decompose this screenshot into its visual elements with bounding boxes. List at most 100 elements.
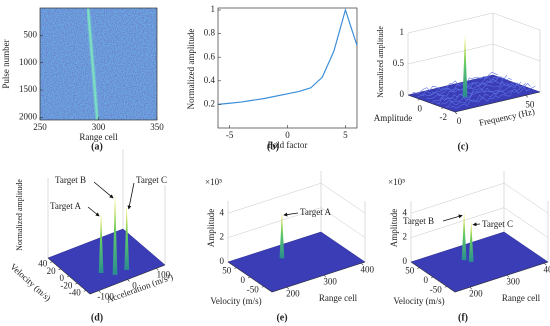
surface-noise [412, 71, 498, 95]
peak [112, 194, 118, 275]
surface-noise [426, 77, 512, 99]
y-tick-label: 0 [60, 273, 65, 283]
grid-line [407, 43, 541, 65]
x-tick [454, 111, 458, 115]
y-tick [430, 276, 434, 279]
x-tick-label: 50 [525, 99, 535, 109]
x-tick [127, 279, 130, 282]
peak [124, 205, 130, 270]
z-axis-label: Normalized amplitude [15, 179, 24, 251]
y-tick-label: 1000 [19, 57, 38, 67]
axis-scale-label: ×10⁵ [388, 177, 405, 187]
peak [279, 212, 285, 259]
grid-line [227, 182, 366, 214]
surface-noise [436, 82, 522, 105]
surface-noise [417, 76, 503, 98]
line [217, 7, 358, 105]
heatmap-noise [40, 8, 157, 120]
y-tick [234, 267, 237, 269]
y-tick-label: 0 [241, 275, 246, 285]
x-tick-label: 100 [157, 269, 171, 279]
grid-line [227, 207, 366, 238]
x-tick-label: 300 [506, 276, 520, 286]
panel-label: (c) [457, 141, 468, 152]
x-tick [544, 262, 547, 266]
z-tick-label: 4 [403, 207, 408, 217]
y-tick [83, 290, 86, 292]
x-axis-label: Range cell [79, 132, 118, 142]
peak [468, 221, 474, 262]
annotation-arrow [472, 222, 481, 227]
z-tick-label: 0 [403, 256, 408, 266]
surface-floor [407, 74, 541, 113]
annotation: Target A [50, 201, 81, 211]
y-tick-label: -40 [69, 287, 81, 297]
y-axis-label: Velocity (m/s) [210, 296, 261, 306]
y-tick [66, 275, 70, 278]
annotation-arrow [283, 212, 299, 217]
y-tick-label: -50 [247, 284, 259, 294]
y-tick-label: -2 [440, 112, 448, 122]
peak [461, 212, 467, 261]
surface-noise [450, 85, 536, 109]
x-tick-label: 350 [150, 122, 164, 132]
axis-line [47, 257, 166, 295]
x-axis-label: Fold factor [268, 140, 308, 150]
annotation-arrow [127, 182, 135, 210]
panel-label: (e) [276, 312, 287, 323]
y-tick-label: -50 [430, 284, 442, 294]
x-tick [323, 274, 327, 278]
surface-floor [227, 231, 366, 293]
axis-line [227, 261, 366, 293]
x-tick-label: 200 [469, 288, 483, 298]
panel-label: (a) [91, 141, 103, 152]
x-tick-label: 200 [286, 288, 300, 298]
annotation-arrow [87, 206, 100, 217]
grid-line [410, 182, 549, 214]
plot-frame [217, 7, 358, 129]
grid-line [407, 12, 541, 34]
y-axis-label: Velocity (m/s) [393, 296, 444, 306]
x-tick [361, 262, 364, 266]
y-tick [417, 267, 420, 269]
x-tick-label: 400 [361, 264, 375, 274]
y-tick-label: 2000 [19, 111, 38, 121]
x-tick-label: -5 [226, 130, 234, 140]
z-tick-label: 0 [400, 89, 405, 99]
x-axis-label: Range cell [502, 293, 541, 303]
y-tick-label: 0 [424, 275, 429, 285]
peak [98, 212, 104, 273]
surface-floor [410, 231, 549, 293]
x-tick-label: 400 [544, 264, 550, 274]
axis-line [410, 261, 549, 293]
z-tick-label: 1 [400, 27, 405, 37]
z-tick-label: 2 [220, 232, 225, 242]
y-tick [247, 276, 251, 279]
x-tick [156, 268, 159, 271]
y-tick [261, 286, 264, 288]
z-tick-label: 0.5 [393, 58, 405, 68]
x-axis-label: Frequency (Hz) [478, 106, 536, 128]
z-tick-label: 0 [220, 256, 225, 266]
x-tick-label: 300 [92, 122, 106, 132]
y-tick-label: 40 [38, 259, 48, 269]
y-tick-label: 50 [405, 266, 415, 276]
annotation: Target B [55, 175, 86, 185]
x-tick [98, 290, 101, 293]
z-axis-label: Amplitude [206, 209, 216, 248]
axis-line [407, 91, 541, 113]
x-tick-label: 0 [132, 281, 137, 291]
z-tick-label: 2 [403, 232, 408, 242]
annotation-arrow [93, 181, 114, 199]
x-tick-label: 0 [285, 130, 290, 140]
surface-noise [431, 80, 517, 104]
z-axis-label: Amplitude [389, 209, 399, 248]
annotation: Target C [482, 219, 513, 229]
axis-scale-label: ×10⁵ [205, 177, 222, 187]
surface-noise [445, 83, 531, 108]
panel-label: (b) [267, 141, 279, 152]
x-tick-label: 5 [343, 130, 348, 140]
y-axis-label: Normalized amplitude [186, 29, 196, 110]
annotation: Target A [300, 207, 331, 217]
